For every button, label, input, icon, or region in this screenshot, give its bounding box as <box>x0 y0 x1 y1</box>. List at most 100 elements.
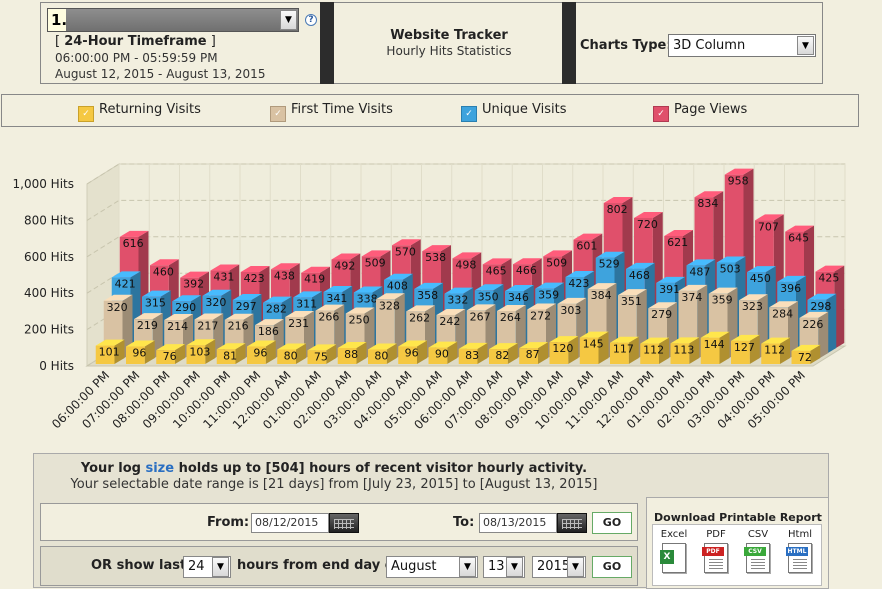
bar <box>549 342 569 364</box>
chevron-down-icon[interactable]: ▼ <box>280 10 297 30</box>
bar-top <box>609 336 639 343</box>
chevron-down-icon[interactable]: ▼ <box>459 557 476 577</box>
hours-select[interactable]: 24 ▼ <box>183 556 231 578</box>
chevron-down-icon[interactable]: ▼ <box>212 557 229 577</box>
from-label: From: <box>207 515 250 530</box>
bar-top <box>111 271 141 278</box>
data-label: 438 <box>274 269 295 282</box>
profile-number: 1. <box>48 9 67 31</box>
data-label: 616 <box>123 237 144 250</box>
data-label: 117 <box>613 343 634 356</box>
bar <box>519 348 539 364</box>
legend-unique-visits[interactable]: ✓ Unique Visits <box>461 102 567 122</box>
data-label: 834 <box>697 197 718 210</box>
bar-side <box>780 337 791 364</box>
bar-top <box>361 250 391 257</box>
excel-icon[interactable]: X <box>660 543 686 573</box>
go-button[interactable]: GO <box>592 556 632 578</box>
charts-type-select[interactable]: 3D Column ▼ <box>668 34 816 57</box>
bar-side <box>659 337 670 364</box>
checkbox-icon[interactable]: ✓ <box>78 106 94 122</box>
download-label: CSV <box>747 529 769 540</box>
data-label: 96 <box>405 347 419 360</box>
bar-top <box>246 340 276 347</box>
bar <box>700 337 720 364</box>
legend-page-views[interactable]: ✓ Page Views <box>653 102 747 122</box>
data-label: 392 <box>183 278 204 291</box>
checkbox-icon[interactable]: ✓ <box>653 106 669 122</box>
data-label: 341 <box>326 292 347 305</box>
bar-top <box>345 307 375 314</box>
chevron-down-icon[interactable]: ▼ <box>797 36 814 55</box>
month-select[interactable]: August ▼ <box>386 556 478 578</box>
data-label: 320 <box>107 301 128 314</box>
y-tick-label: 600 Hits <box>24 250 74 264</box>
bar-top <box>180 271 210 278</box>
chevron-down-icon[interactable]: ▼ <box>506 557 523 577</box>
calendar-icon[interactable] <box>329 513 359 533</box>
bar-top <box>458 342 488 349</box>
download-label: PDF <box>706 529 726 540</box>
profile-select[interactable]: 1. ▼ <box>47 8 299 32</box>
help-icon[interactable]: ? <box>305 14 317 26</box>
bar-top <box>422 245 452 252</box>
download-excel[interactable]: Excel X <box>655 529 693 573</box>
from-date-input[interactable]: 08/12/2015 <box>251 513 329 533</box>
chevron-down-icon[interactable]: ▼ <box>567 557 584 577</box>
data-label: 186 <box>258 325 279 338</box>
go-button[interactable]: GO <box>592 512 632 534</box>
bar-top <box>579 331 609 338</box>
data-label: 80 <box>374 349 388 362</box>
day-select[interactable]: 13 ▼ <box>483 556 525 578</box>
date-selection-panel: Your log size holds up to [504] hours of… <box>33 453 829 589</box>
data-label: 214 <box>167 320 188 333</box>
data-label: 431 <box>213 271 234 284</box>
bar <box>367 349 387 364</box>
data-label: 320 <box>205 296 226 309</box>
bar-top <box>754 214 784 221</box>
checkbox-icon[interactable]: ✓ <box>461 106 477 122</box>
bar <box>95 345 115 364</box>
checkbox-icon[interactable]: ✓ <box>270 106 286 122</box>
data-label: 802 <box>607 203 628 216</box>
bar-top <box>232 293 262 300</box>
bar-top <box>527 303 557 310</box>
data-label: 267 <box>470 310 491 323</box>
data-label: 87 <box>526 348 540 361</box>
bar-side <box>144 340 155 364</box>
bar-top <box>194 313 224 320</box>
html-icon[interactable]: HTML <box>786 543 812 573</box>
legend-label: Unique Visits <box>482 102 567 117</box>
bar-side <box>334 304 345 359</box>
download-pdf[interactable]: PDF PDF <box>697 529 735 573</box>
bar-top <box>664 229 694 236</box>
bar-top <box>595 251 625 258</box>
legend-first-time-visits[interactable]: ✓ First Time Visits <box>270 102 393 122</box>
bar-top <box>119 230 149 237</box>
bar-side <box>826 293 837 354</box>
data-label: 145 <box>583 338 604 351</box>
pdf-icon[interactable]: PDF <box>702 543 728 573</box>
bar-top <box>444 287 474 294</box>
download-html[interactable]: Html HTML <box>781 529 819 573</box>
csv-icon[interactable]: CSV <box>744 543 770 573</box>
bar-side <box>235 343 246 364</box>
size-link[interactable]: size <box>145 461 175 476</box>
bar-top <box>791 344 821 351</box>
bar-top <box>156 344 186 351</box>
download-csv[interactable]: CSV CSV <box>739 529 777 573</box>
bar-top <box>482 258 512 265</box>
bar <box>488 349 508 364</box>
bar-top <box>301 266 331 273</box>
bar-top <box>95 339 125 346</box>
bar-top <box>383 273 413 280</box>
to-date-input[interactable]: 08/13/2015 <box>479 513 557 533</box>
data-label: 396 <box>780 282 801 295</box>
calendar-icon[interactable] <box>557 513 587 533</box>
data-label: 315 <box>145 297 166 310</box>
legend-returning-visits[interactable]: ✓ Returning Visits <box>78 102 201 122</box>
charts-type-panel: Charts Type: 3D Column ▼ <box>576 2 823 84</box>
bar-top <box>210 264 240 271</box>
bar-top <box>799 311 829 318</box>
year-select[interactable]: 2015 ▼ <box>532 556 586 578</box>
